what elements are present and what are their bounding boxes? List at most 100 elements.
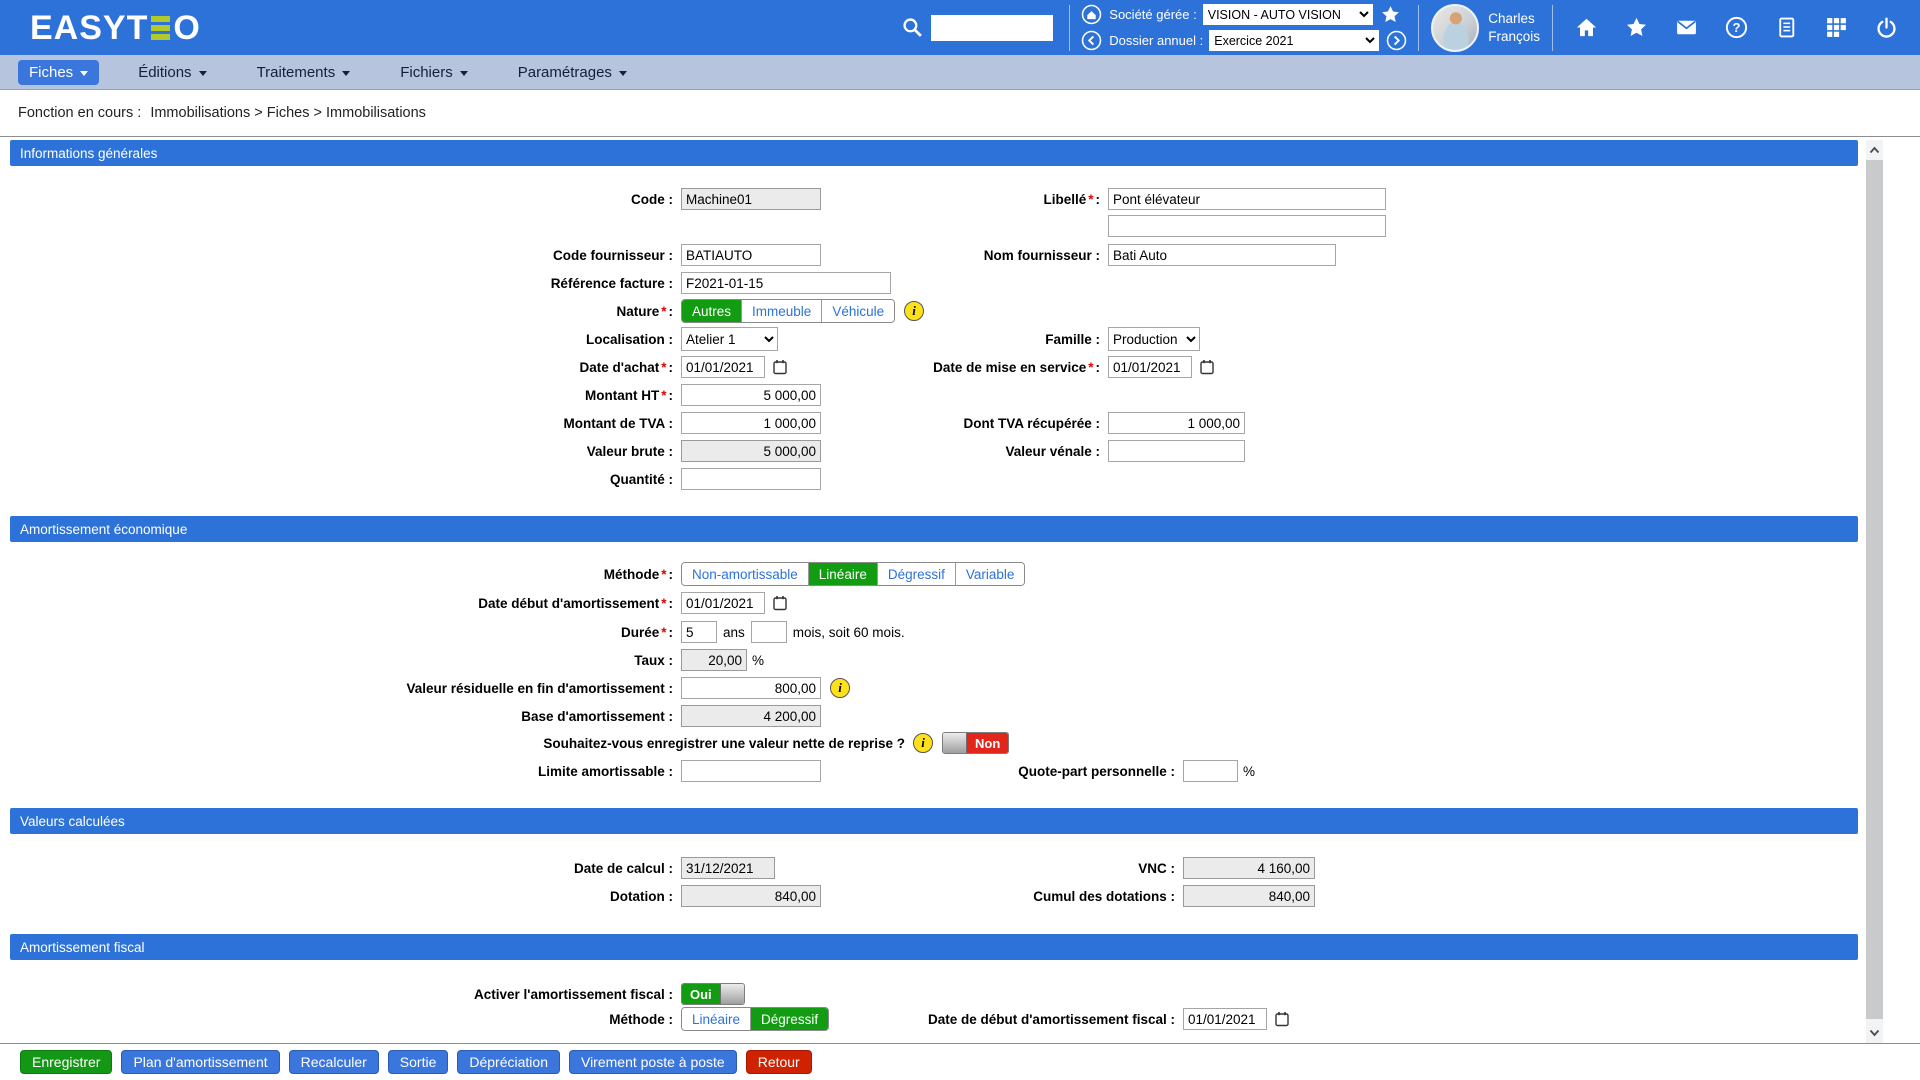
retour-button[interactable]: Retour bbox=[745, 1050, 812, 1074]
valeur-nette-reprise-toggle[interactable]: Non bbox=[942, 732, 1010, 754]
scroll-down-icon[interactable] bbox=[1866, 1023, 1883, 1043]
date-achat-field[interactable] bbox=[681, 356, 765, 378]
methode-fiscale-option-degressif[interactable]: Dégressif bbox=[750, 1008, 829, 1030]
methode-option-lineaire[interactable]: Linéaire bbox=[807, 563, 877, 585]
virement-poste-button[interactable]: Virement poste à poste bbox=[568, 1050, 737, 1074]
next-folder-icon[interactable] bbox=[1385, 29, 1408, 52]
enregistrer-button[interactable]: Enregistrer bbox=[20, 1050, 113, 1074]
notes-icon[interactable] bbox=[1775, 16, 1798, 39]
logo-text-right: O bbox=[173, 8, 201, 47]
folder-label: Dossier annuel : bbox=[1109, 33, 1204, 48]
chevron-down-icon bbox=[459, 70, 468, 76]
date-service-label: Date de mise en service *: bbox=[933, 359, 1100, 375]
libelle2-field[interactable] bbox=[1108, 215, 1386, 237]
methode-option-degressif[interactable]: Dégressif bbox=[876, 563, 955, 585]
info-icon[interactable] bbox=[830, 678, 850, 698]
date-debut-amortissement-field[interactable] bbox=[681, 592, 765, 614]
vertical-scrollbar[interactable] bbox=[1866, 140, 1883, 1043]
recalculer-button[interactable]: Recalculer bbox=[288, 1050, 379, 1074]
company-folder-group: Société gérée : VISION - AUTO VISION Dos… bbox=[1069, 3, 1418, 52]
depreciation-button[interactable]: Dépréciation bbox=[457, 1050, 560, 1074]
svg-text:?: ? bbox=[1733, 20, 1741, 35]
main-menu: Fiches Éditions Traitements Fichiers Par… bbox=[0, 55, 1920, 90]
sortie-button[interactable]: Sortie bbox=[387, 1050, 449, 1074]
quote-part-field[interactable] bbox=[1183, 760, 1238, 782]
help-icon[interactable]: ? bbox=[1725, 16, 1748, 39]
quantite-field[interactable] bbox=[681, 468, 821, 490]
folder-select[interactable]: Exercice 2021 bbox=[1209, 30, 1380, 51]
famille-label: Famille : bbox=[1045, 331, 1100, 347]
mail-icon[interactable] bbox=[1675, 16, 1698, 39]
methode-fiscale-option-lineaire[interactable]: Linéaire bbox=[682, 1008, 751, 1030]
menu-fiches[interactable]: Fiches bbox=[18, 59, 100, 85]
valeur-venale-field[interactable] bbox=[1108, 440, 1245, 462]
libelle-field[interactable] bbox=[1108, 188, 1386, 210]
duree-ans-field[interactable] bbox=[681, 621, 717, 643]
prev-folder-icon[interactable] bbox=[1080, 29, 1103, 52]
home-circle-icon[interactable] bbox=[1080, 3, 1103, 26]
quote-part-percent-suffix: % bbox=[1243, 763, 1256, 779]
user-profile[interactable]: Charles François bbox=[1418, 3, 1552, 52]
section-valeurs-calculees: Valeurs calculées bbox=[10, 808, 1858, 834]
company-select[interactable]: VISION - AUTO VISION bbox=[1202, 4, 1373, 25]
toggle-knob bbox=[943, 733, 967, 753]
required-mark: * bbox=[1088, 191, 1094, 207]
footer-actions: Enregistrer Plan d'amortissement Recalcu… bbox=[20, 1050, 812, 1074]
calendar-icon[interactable] bbox=[1199, 359, 1215, 375]
methode-segmented-control: Non-amortissable Linéaire Dégressif Vari… bbox=[681, 562, 1026, 586]
cumul-dotations-field bbox=[1183, 885, 1315, 907]
calendar-icon[interactable] bbox=[772, 595, 788, 611]
valeur-brute-label: Valeur brute : bbox=[586, 443, 673, 459]
code-fournisseur-field[interactable] bbox=[681, 244, 821, 266]
famille-select[interactable]: Production bbox=[1108, 327, 1200, 351]
scroll-up-icon[interactable] bbox=[1866, 140, 1883, 160]
menu-parametrages[interactable]: Paramétrages bbox=[507, 60, 638, 85]
nature-option-autres[interactable]: Autres bbox=[682, 300, 742, 322]
menu-editions[interactable]: Éditions bbox=[127, 60, 217, 85]
valeur-residuelle-field[interactable] bbox=[681, 677, 821, 699]
info-icon[interactable] bbox=[913, 733, 933, 753]
activer-fiscal-toggle[interactable]: Oui bbox=[681, 983, 745, 1005]
nom-fournisseur-label: Nom fournisseur : bbox=[983, 247, 1100, 263]
tva-recuperee-field[interactable] bbox=[1108, 412, 1245, 434]
methode-option-non-amortissable[interactable]: Non-amortissable bbox=[682, 563, 808, 585]
search-input[interactable] bbox=[931, 14, 1054, 41]
calendar-icon[interactable] bbox=[772, 359, 788, 375]
date-calcul-label: Date de calcul : bbox=[573, 860, 673, 876]
reference-facture-label: Référence facture : bbox=[550, 275, 673, 291]
duree-mois-field[interactable] bbox=[750, 621, 787, 643]
code-label: Code : bbox=[631, 191, 673, 207]
home-icon[interactable] bbox=[1575, 16, 1598, 39]
date-fiscal-field[interactable] bbox=[1183, 1008, 1267, 1030]
nature-label: Nature *: bbox=[616, 303, 673, 319]
menu-fichiers[interactable]: Fichiers bbox=[389, 60, 479, 85]
favorite-star-icon[interactable] bbox=[1379, 3, 1402, 26]
nom-fournisseur-field[interactable] bbox=[1108, 244, 1336, 266]
avatar[interactable] bbox=[1431, 3, 1480, 52]
duree-label: Durée *: bbox=[620, 624, 673, 640]
info-icon[interactable] bbox=[904, 301, 925, 321]
power-icon[interactable] bbox=[1875, 16, 1898, 39]
valeur-brute-field bbox=[681, 440, 821, 462]
localisation-select[interactable]: Atelier 1 bbox=[681, 327, 778, 351]
calendar-icon[interactable] bbox=[1274, 1011, 1290, 1027]
menu-traitements[interactable]: Traitements bbox=[246, 60, 362, 85]
star-icon[interactable] bbox=[1625, 16, 1648, 39]
scrollbar-thumb[interactable] bbox=[1866, 160, 1883, 1019]
date-service-field[interactable] bbox=[1108, 356, 1192, 378]
montant-tva-field[interactable] bbox=[681, 412, 821, 434]
vnc-field bbox=[1183, 857, 1315, 879]
montant-ht-field[interactable] bbox=[681, 384, 821, 406]
date-achat-label: Date d'achat *: bbox=[579, 359, 674, 375]
nature-option-immeuble[interactable]: Immeuble bbox=[741, 300, 822, 322]
app-header: EASYT O Société gérée : VISION - AUTO VI… bbox=[0, 0, 1920, 55]
plan-amortissement-button[interactable]: Plan d'amortissement bbox=[121, 1050, 280, 1074]
nature-option-vehicule[interactable]: Véhicule bbox=[821, 300, 895, 322]
apps-grid-icon[interactable] bbox=[1825, 16, 1848, 39]
reference-facture-field[interactable] bbox=[681, 272, 891, 294]
limite-amortissable-field[interactable] bbox=[681, 760, 821, 782]
required-mark: * bbox=[661, 359, 667, 375]
valeur-venale-label: Valeur vénale : bbox=[1005, 443, 1100, 459]
footer-divider bbox=[0, 1043, 1920, 1044]
methode-option-variable[interactable]: Variable bbox=[954, 563, 1025, 585]
